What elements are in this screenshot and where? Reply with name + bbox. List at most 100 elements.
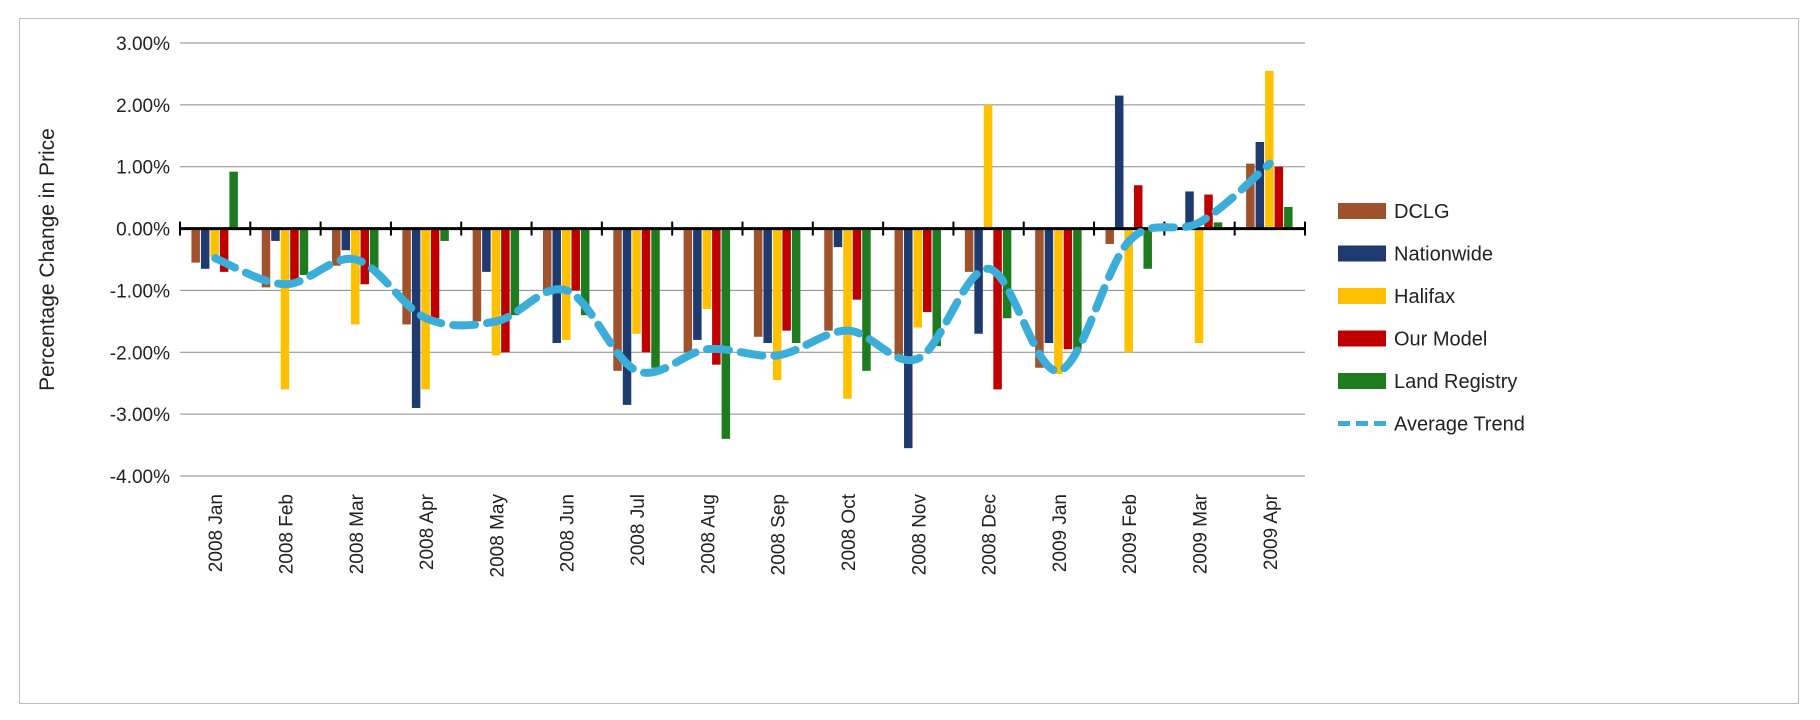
legend-swatch <box>1338 203 1386 219</box>
x-tick-label: 2009 Apr <box>1261 493 1282 570</box>
y-tick-label: -3.00% <box>110 405 170 426</box>
bar <box>421 228 430 390</box>
bar <box>360 228 370 285</box>
bar <box>1185 191 1194 229</box>
bar <box>1274 166 1284 229</box>
bar <box>772 228 782 381</box>
bar <box>932 228 942 347</box>
bar <box>1255 141 1265 229</box>
bar <box>1073 228 1082 350</box>
bar <box>430 228 440 319</box>
y-axis-label: Percentage Change in Price <box>36 128 59 391</box>
bar <box>613 228 622 371</box>
x-tick-label: 2008 Mar <box>347 493 368 574</box>
bar <box>219 228 229 272</box>
bar <box>1284 206 1293 229</box>
bar <box>402 228 411 325</box>
x-tick-label: 2008 Sep <box>769 494 790 575</box>
legend-swatch <box>1338 330 1386 347</box>
bar <box>472 228 482 322</box>
bar <box>290 228 299 282</box>
bar <box>482 228 491 272</box>
bar <box>411 228 421 408</box>
x-tick-label: 2008 Feb <box>276 494 297 574</box>
y-tick-label: 1.00% <box>116 158 170 179</box>
bar <box>693 228 702 340</box>
legend-swatch <box>1338 373 1386 389</box>
x-tick-label: 2008 Nov <box>909 494 930 576</box>
trend-line <box>211 159 1274 377</box>
bar <box>1044 228 1054 344</box>
bar <box>622 228 632 405</box>
bar <box>993 228 1002 390</box>
bar <box>923 228 932 313</box>
bar <box>791 228 801 344</box>
bar <box>641 228 651 353</box>
x-tick-label: 2009 Jan <box>1050 494 1071 572</box>
y-tick-label: 2.00% <box>116 96 170 117</box>
zero-axis <box>179 221 1306 236</box>
x-tick-label: 2008 May <box>487 494 508 578</box>
bar <box>440 228 449 241</box>
legend-label: DCLG <box>1394 201 1450 223</box>
bar <box>1194 228 1204 344</box>
bar <box>580 228 590 316</box>
legend-swatch <box>1338 288 1386 304</box>
legend-swatch <box>1338 245 1386 262</box>
y-tick-labels: 3.00% 2.00% 1.00% 0.00% -1.00% -2.00% -3.00% -4… <box>110 34 170 488</box>
x-tick-label: 2008 Dec <box>980 494 1001 575</box>
bar <box>824 228 833 331</box>
bar <box>542 228 552 291</box>
bar <box>683 228 693 353</box>
bar <box>894 228 904 356</box>
bar <box>721 228 731 439</box>
bar <box>904 228 913 449</box>
legend-label: Nationwide <box>1394 244 1493 266</box>
bars <box>191 70 1293 449</box>
x-tick-labels: 2008 Jan 2008 Feb 2008 Mar 2008 Apr 2008 May… <box>206 493 1282 577</box>
y-tick-label: -4.00% <box>110 467 170 488</box>
legend-label: Land Registry <box>1394 371 1517 393</box>
bar <box>1133 185 1143 229</box>
bar <box>843 228 852 399</box>
x-tick-label: 2008 Oct <box>839 493 860 571</box>
bar <box>561 228 571 340</box>
bar <box>229 171 238 229</box>
bar <box>753 228 763 337</box>
bar <box>1054 228 1063 374</box>
bar <box>351 228 360 325</box>
x-tick-label: 2008 Jun <box>558 494 579 572</box>
chart-frame: 3.00% 2.00% 1.00% 0.00% -1.00% -2.00% -3.00% -4… <box>19 18 1799 704</box>
x-tick-label: 2009 Mar <box>1191 493 1212 574</box>
bar <box>370 228 379 269</box>
bar <box>571 228 580 291</box>
x-tick-label: 2008 Apr <box>417 493 438 570</box>
bar <box>299 228 309 275</box>
bar <box>491 228 501 356</box>
bar <box>964 228 974 272</box>
bar <box>280 228 290 390</box>
bar <box>974 228 983 334</box>
x-tick-label: 2008 Jul <box>628 494 649 566</box>
bar <box>1114 95 1124 229</box>
bar <box>510 228 520 316</box>
bar <box>1105 228 1114 245</box>
bar <box>191 228 200 263</box>
bar <box>833 228 843 248</box>
bar <box>913 228 923 328</box>
trend-path <box>211 159 1274 377</box>
bar <box>210 228 219 257</box>
bar <box>1246 163 1255 229</box>
bar <box>763 228 772 344</box>
bar <box>651 228 660 368</box>
bar <box>261 228 271 288</box>
y-tick-label: 3.00% <box>116 34 170 55</box>
y-tick-label: 0.00% <box>116 220 170 241</box>
bar <box>341 228 351 251</box>
x-tick-label: 2009 Feb <box>1120 494 1141 574</box>
bar <box>332 228 341 266</box>
y-tick-label: -2.00% <box>110 343 170 364</box>
bar <box>1124 228 1133 353</box>
legend-label: Our Model <box>1394 329 1487 351</box>
bar <box>200 228 210 269</box>
